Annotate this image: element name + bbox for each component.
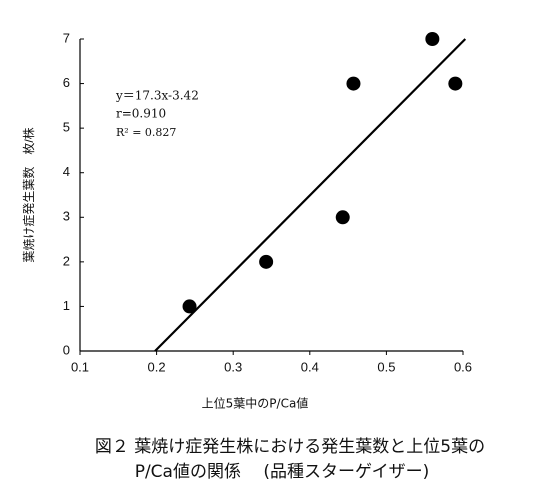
x-tick-label: 0.3 (224, 359, 242, 374)
point (259, 254, 274, 269)
y-tick-label: 3 (63, 209, 70, 224)
y-tick-label: 4 (63, 164, 70, 179)
annotation: r=0.910 (116, 107, 166, 121)
x-tick-label: 0.1 (71, 359, 89, 374)
annotation: y＝17.3x-3.42 (115, 89, 199, 103)
y-tick-label: 0 (63, 342, 70, 357)
x-tick-label: 0.5 (377, 359, 395, 374)
point (182, 299, 197, 314)
x-tick-label: 0.2 (148, 359, 166, 374)
point (448, 76, 463, 91)
point (425, 32, 440, 46)
y-axis-label: 葉焼け症発生葉数 枚/株 (21, 127, 36, 262)
caption: 図２ 葉焼け症発生株における発生葉数と上位5葉の (95, 437, 485, 457)
y-tick-label: 1 (63, 298, 70, 313)
y-tick-label: 2 (63, 253, 70, 268)
trendline (154, 38, 467, 352)
y-tick-label: 6 (63, 75, 70, 90)
y-tick-label: 5 (63, 120, 70, 135)
x-tick-label: 0.6 (454, 359, 472, 374)
x-tick-label: 0.4 (301, 359, 319, 374)
annotation: R² = 0.827 (116, 126, 176, 139)
caption: P/Ca値の関係 (品種スターゲイザー) (135, 462, 430, 482)
x-axis-label: 上位5葉中のP/Ca値 (202, 396, 309, 411)
y-tick-label: 7 (63, 30, 70, 45)
point (335, 210, 350, 225)
point (346, 76, 361, 91)
